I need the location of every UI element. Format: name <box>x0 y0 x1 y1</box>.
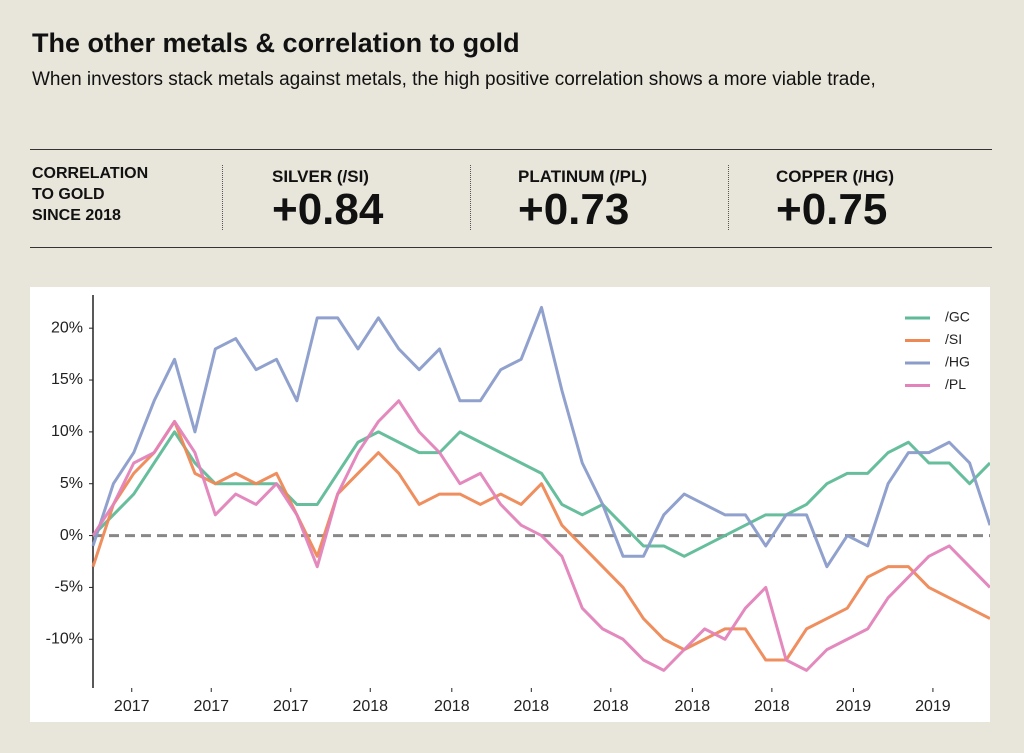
x-tick-label: 2017 <box>273 698 309 715</box>
stat: COPPER (/HG) +0.75 <box>776 167 894 233</box>
y-tick-label: 5% <box>60 475 83 492</box>
x-tick-label: 2018 <box>754 698 790 715</box>
y-tick-label: -5% <box>55 579 83 596</box>
series-line <box>91 430 990 558</box>
separator <box>728 165 729 230</box>
x-tick-label: 2018 <box>352 698 388 715</box>
legend-label: /PL <box>945 376 966 392</box>
x-tick-label: 2017 <box>193 698 229 715</box>
legend-label: /GC <box>945 309 970 325</box>
x-tick-label: 2018 <box>514 698 550 715</box>
separator <box>470 165 471 230</box>
caption-line: TO GOLD <box>32 186 105 203</box>
caption-line: CORRELATION <box>32 165 149 182</box>
legend-label: /HG <box>945 354 970 370</box>
separator <box>222 165 223 230</box>
stat-value: +0.75 <box>776 185 888 234</box>
x-tick-label: 2019 <box>836 698 872 715</box>
y-tick-label: 10% <box>51 423 83 440</box>
x-tick-label: 2018 <box>434 698 470 715</box>
series-line <box>91 305 990 569</box>
stat-value: +0.73 <box>518 185 630 234</box>
x-tick-label: 2018 <box>675 698 711 715</box>
series-line <box>91 399 990 672</box>
legend-label: /SI <box>945 331 962 347</box>
y-tick-label: -10% <box>46 630 83 647</box>
rule <box>30 247 992 248</box>
stat: SILVER (/SI) +0.84 <box>272 167 383 233</box>
x-tick-label: 2017 <box>114 698 150 715</box>
stat-label: COPPER (/HG) <box>776 167 895 186</box>
x-tick-label: 2019 <box>915 698 951 715</box>
stat-label: PLATINUM (/PL) <box>518 167 648 186</box>
stat-value: +0.84 <box>272 185 384 234</box>
y-tick-label: 0% <box>60 527 83 544</box>
rule <box>30 149 992 150</box>
y-tick-label: 20% <box>51 319 83 336</box>
series-line <box>91 420 990 662</box>
stat: PLATINUM (/PL) +0.73 <box>518 167 647 233</box>
caption: CORRELATION TO GOLD SINCE 2018 <box>32 163 148 226</box>
x-tick-label: 2018 <box>593 698 629 715</box>
title: The other metals & correlation to gold <box>32 28 520 58</box>
y-tick-label: 15% <box>51 371 83 388</box>
stat-label: SILVER (/SI) <box>272 167 369 186</box>
subtitle: When investors stack metals against meta… <box>32 69 876 90</box>
caption-line: SINCE 2018 <box>32 207 121 224</box>
chart: -10% -5% 0% 5% 10% 15% 20% 2017 2017 2017 2018 2018… <box>30 287 990 722</box>
